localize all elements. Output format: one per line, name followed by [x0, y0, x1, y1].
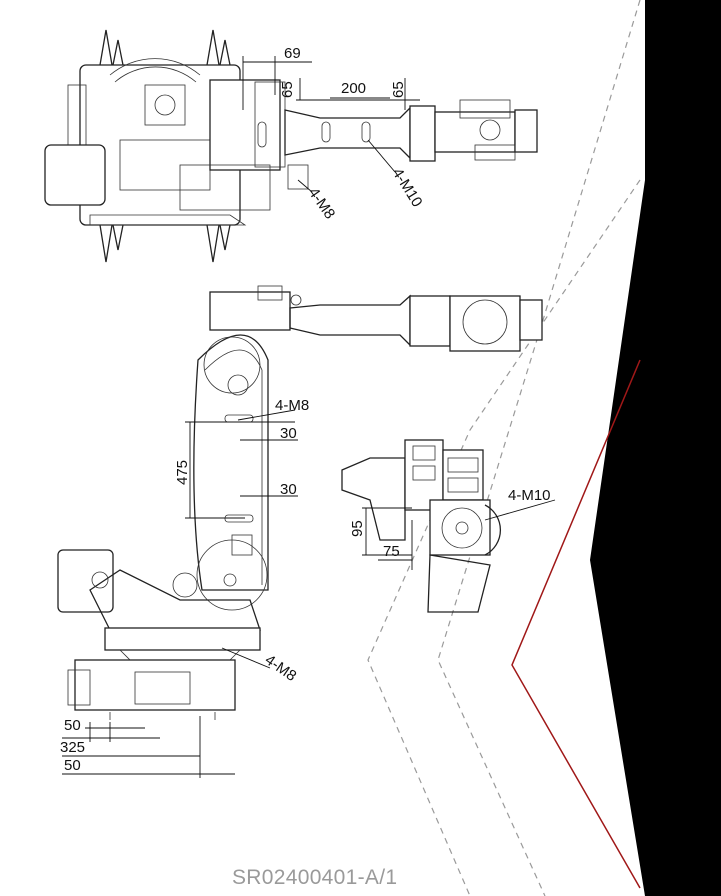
dim-95: 95 [349, 520, 366, 537]
dim-325: 325 [60, 739, 85, 756]
dashed-divider-outer [437, 0, 641, 896]
thread-4-m8-base: 4-M8 [262, 651, 300, 685]
right-dark-panel [590, 0, 721, 896]
thread-4-m8-side: 4-M8 [275, 397, 309, 414]
dim-75: 75 [383, 543, 400, 560]
dim-65-left: 65 [279, 81, 296, 98]
red-chevron-line [511, 359, 641, 889]
wrist-view: 4-M10 95 75 [341, 439, 556, 613]
dim-200: 200 [341, 80, 366, 97]
dim-69: 69 [284, 45, 301, 62]
side-view: 4-M8 30 475 30 4-M8 50 325 50 [57, 285, 543, 778]
dim-30-upper: 30 [280, 425, 297, 442]
dim-50-top: 50 [64, 717, 81, 734]
dim-475: 475 [174, 460, 191, 485]
dim-50-bottom: 50 [64, 757, 81, 774]
top-view: 69 65 200 65 4-M10 4-M8 [44, 29, 538, 263]
thread-4-m10-wrist: 4-M10 [508, 487, 551, 504]
dim-30-lower: 30 [280, 481, 297, 498]
thread-4-m10-top: 4-M10 [389, 165, 426, 210]
dashed-divider-inner [367, 179, 641, 896]
thread-4-m8-top: 4-M8 [305, 185, 339, 223]
document-code: SR02400401-A/1 [232, 866, 398, 889]
dim-65-right: 65 [390, 81, 407, 98]
